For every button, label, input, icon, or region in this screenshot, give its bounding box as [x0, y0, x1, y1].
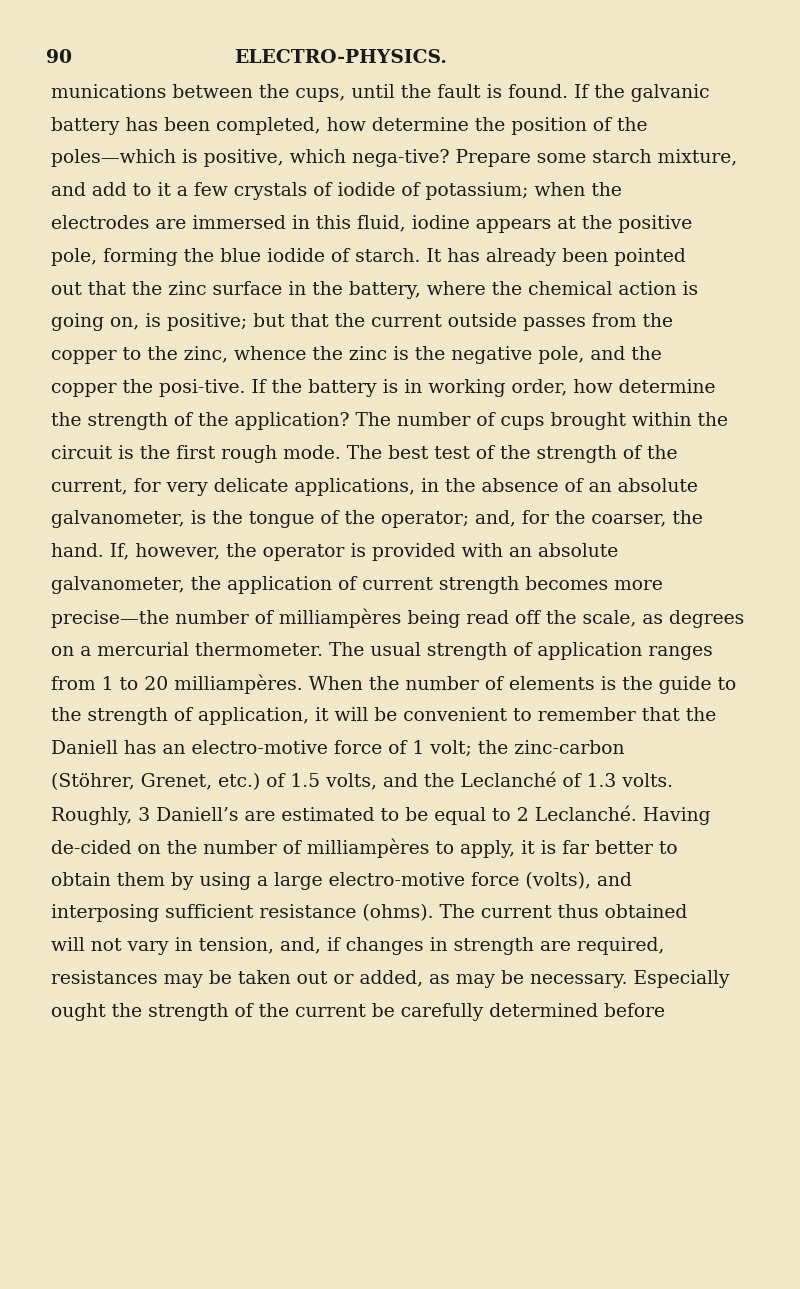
Text: (Stöhrer, Grenet, etc.) of 1.5 volts, and the Leclanché of 1.3 volts.: (Stöhrer, Grenet, etc.) of 1.5 volts, an…: [51, 773, 673, 791]
Text: the strength of the application? The number of cups brought within the: the strength of the application? The num…: [51, 412, 728, 431]
Text: obtain them by using a large electro-motive force (volts), and: obtain them by using a large electro-mot…: [51, 871, 632, 889]
Text: hand. If, however, the operator is provided with an absolute: hand. If, however, the operator is provi…: [51, 543, 618, 561]
Text: resistances may be taken out or added, as may be necessary. Especially: resistances may be taken out or added, a…: [51, 969, 730, 987]
Text: copper to the zinc, whence the zinc is the negative pole, and the: copper to the zinc, whence the zinc is t…: [51, 347, 662, 365]
Text: electrodes are immersed in this fluid, iodine appears at the positive: electrodes are immersed in this fluid, i…: [51, 215, 692, 233]
Text: ought the strength of the current be carefully determined before: ought the strength of the current be car…: [51, 1003, 665, 1021]
Text: interposing sufficient resistance (ohms). The current thus obtained: interposing sufficient resistance (ohms)…: [51, 904, 687, 923]
Text: Daniell has an electro-motive force of 1 volt; the zinc-carbon: Daniell has an electro-motive force of 1…: [51, 740, 625, 758]
Text: and add to it a few crystals of iodide of potassium; when the: and add to it a few crystals of iodide o…: [51, 182, 622, 200]
Text: on a mercurial thermometer. The usual strength of application ranges: on a mercurial thermometer. The usual st…: [51, 642, 713, 660]
Text: circuit is the first rough mode. The best test of the strength of the: circuit is the first rough mode. The bes…: [51, 445, 678, 463]
Text: will not vary in tension, and, if changes in strength are required,: will not vary in tension, and, if change…: [51, 937, 664, 955]
Text: munications between the cups, until the fault is found. If the galvanic: munications between the cups, until the …: [51, 84, 710, 102]
Text: poles—which is positive, which nega-tive? Prepare some starch mixture,: poles—which is positive, which nega-tive…: [51, 150, 738, 168]
Text: current, for very delicate applications, in the absence of an absolute: current, for very delicate applications,…: [51, 477, 698, 495]
Text: battery has been completed, how determine the position of the: battery has been completed, how determin…: [51, 116, 647, 134]
Text: copper the posi-tive. If the battery is in working order, how determine: copper the posi-tive. If the battery is …: [51, 379, 715, 397]
Text: 90: 90: [46, 49, 72, 67]
Text: going on, is positive; but that the current outside passes from the: going on, is positive; but that the curr…: [51, 313, 673, 331]
Text: galvanometer, is the tongue of the operator; and, for the coarser, the: galvanometer, is the tongue of the opera…: [51, 510, 703, 528]
Text: de-cided on the number of milliampères to apply, it is far better to: de-cided on the number of milliampères t…: [51, 838, 678, 858]
Text: the strength of application, it will be convenient to remember that the: the strength of application, it will be …: [51, 708, 716, 726]
Text: precise—the number of milliampères being read off the scale, as degrees: precise—the number of milliampères being…: [51, 608, 744, 628]
Text: ELECTRO-PHYSICS.: ELECTRO-PHYSICS.: [234, 49, 446, 67]
Text: pole, forming the blue iodide of starch. It has already been pointed: pole, forming the blue iodide of starch.…: [51, 247, 686, 266]
Text: out that the zinc surface in the battery, where the chemical action is: out that the zinc surface in the battery…: [51, 281, 698, 299]
Text: galvanometer, the application of current strength becomes more: galvanometer, the application of current…: [51, 576, 663, 594]
Text: from 1 to 20 milliampères. When the number of elements is the guide to: from 1 to 20 milliampères. When the numb…: [51, 674, 736, 693]
Text: Roughly, 3 Daniell’s are estimated to be equal to 2 Leclanché. Having: Roughly, 3 Daniell’s are estimated to be…: [51, 806, 710, 825]
